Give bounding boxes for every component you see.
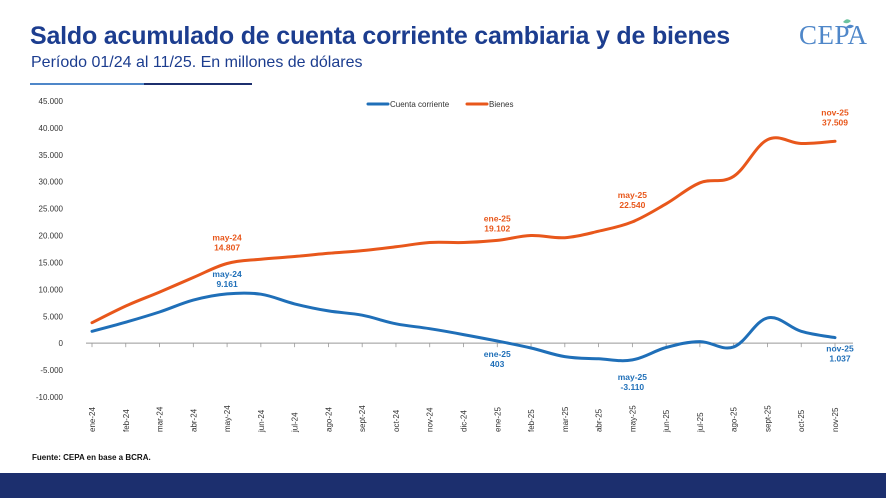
- x-tick-label: ene-25: [493, 407, 502, 432]
- x-tick-label: dic-24: [460, 410, 469, 432]
- logo-text: CEPA: [799, 20, 868, 50]
- series-line-cuenta-corriente: [90, 291, 837, 363]
- x-tick-label: nov-24: [426, 407, 435, 432]
- y-tick-label: 30.000: [39, 178, 64, 187]
- x-tick-label: ago-25: [730, 407, 739, 432]
- data-label-value: 9.161: [216, 279, 238, 289]
- legend-label-bienes: Bienes: [489, 100, 513, 109]
- data-label-value: 403: [490, 359, 504, 369]
- footer-bar: [0, 473, 886, 498]
- x-tick-label: sept-24: [358, 405, 367, 432]
- x-tick-label: jun-25: [662, 409, 671, 433]
- data-label-period: may-25: [618, 190, 648, 200]
- y-tick-label: 15.000: [39, 258, 64, 267]
- source-note: Fuente: CEPA en base a BCRA.: [32, 453, 151, 462]
- data-label-period: ene-25: [484, 349, 511, 359]
- x-tick-label: jun-24: [257, 409, 266, 433]
- x-tick-label: feb-25: [527, 409, 536, 432]
- y-tick-label: 5.000: [43, 312, 64, 321]
- data-label-value: 14.807: [214, 242, 240, 252]
- x-tick-label: jul-24: [291, 412, 300, 433]
- data-label-period: may-24: [212, 269, 242, 279]
- data-label-period: nov-25: [821, 107, 849, 117]
- x-tick-label: ago-24: [324, 407, 333, 432]
- x-tick-label: jul-25: [696, 412, 705, 433]
- y-tick-label: 25.000: [39, 205, 64, 214]
- data-label-value: 37.509: [822, 117, 848, 127]
- x-tick-label: feb-24: [122, 409, 131, 432]
- data-label-value: 1.037: [829, 354, 851, 364]
- series-line-bienes: [90, 136, 837, 325]
- legend-label-cuenta-corriente: Cuenta corriente: [390, 100, 450, 109]
- page-subtitle: Período 01/24 al 11/25. En millones de d…: [31, 54, 363, 71]
- y-tick-label: 20.000: [39, 232, 64, 241]
- data-label-period: may-25: [618, 372, 648, 382]
- x-tick-label: mar-24: [156, 406, 165, 432]
- title-underline-light: [30, 83, 144, 85]
- y-tick-label: -5.000: [40, 366, 63, 375]
- y-tick-label: 35.000: [39, 151, 64, 160]
- page-title: Saldo acumulado de cuenta corriente camb…: [30, 22, 730, 50]
- data-label-value: -3.110: [621, 382, 645, 392]
- x-tick-label: sept-25: [763, 405, 772, 432]
- x-tick-label: nov-25: [831, 407, 840, 432]
- data-label-period: nov-25: [826, 344, 854, 354]
- data-label-value: 22.540: [619, 200, 645, 210]
- data-label-period: may-24: [212, 232, 242, 242]
- y-tick-label: -10.000: [36, 393, 64, 402]
- data-label-period: ene-25: [484, 213, 511, 223]
- x-tick-label: oct-24: [392, 409, 401, 432]
- y-tick-label: 45.000: [39, 97, 64, 106]
- data-label-value: 19.102: [484, 223, 510, 233]
- y-tick-label: 10.000: [39, 285, 64, 294]
- x-tick-label: may-24: [223, 405, 232, 432]
- x-tick-label: oct-25: [797, 409, 806, 432]
- x-tick-label: may-25: [628, 405, 637, 432]
- title-underline-dark: [144, 83, 252, 85]
- logo-leaf-icon: [843, 19, 854, 29]
- x-tick-label: ene-24: [88, 407, 97, 432]
- y-tick-label: 40.000: [39, 124, 64, 133]
- x-tick-label: mar-25: [561, 406, 570, 432]
- cepa-logo: CEPA: [799, 18, 868, 50]
- x-tick-label: abr-25: [595, 408, 604, 432]
- y-tick-label: 0: [59, 339, 64, 348]
- x-tick-label: abr-24: [189, 408, 198, 432]
